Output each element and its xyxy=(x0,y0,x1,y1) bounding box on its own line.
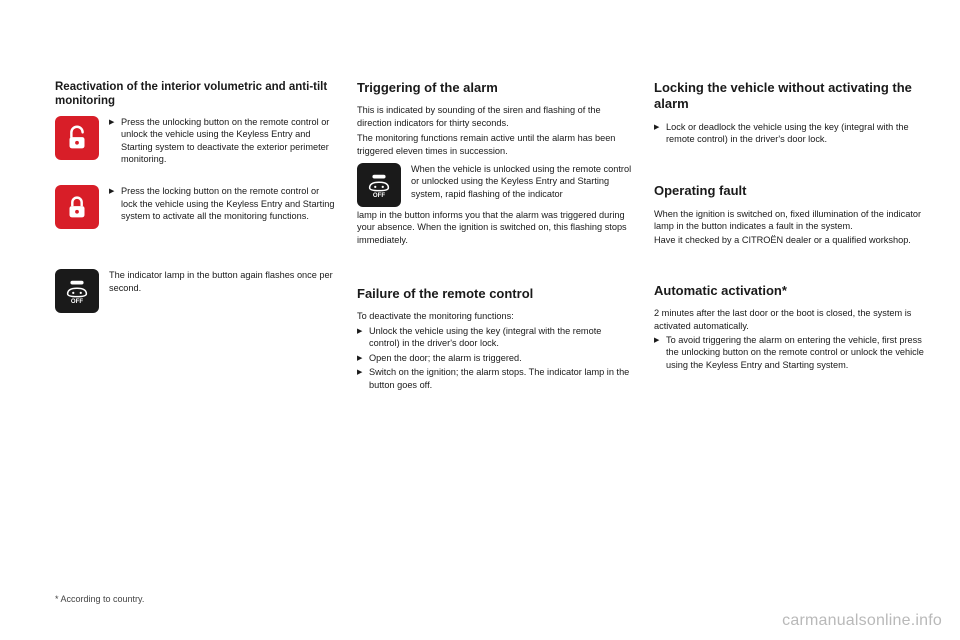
lock-instruction-text: Press the locking button on the remote c… xyxy=(109,185,335,229)
unlock-instruction-text: Press the unlocking button on the remote… xyxy=(109,116,335,168)
operating-fault-section: Operating fault When the ignition is swi… xyxy=(654,183,929,247)
svg-text:OFF: OFF xyxy=(373,192,385,199)
unlock-instruction: Press the unlocking button on the remote… xyxy=(109,116,335,166)
col1-heading: Reactivation of the interior volumetric … xyxy=(55,80,335,109)
triggering-p1: This is indicated by sounding of the sir… xyxy=(357,104,632,129)
failure-step-1: Unlock the vehicle using the key (integr… xyxy=(357,325,632,350)
auto-activation-p: 2 minutes after the last door or the boo… xyxy=(654,307,929,332)
failure-section: Failure of the remote control To deactiv… xyxy=(357,286,632,393)
operating-fault-p2: Have it checked by a CITROËN dealer or a… xyxy=(654,234,929,246)
triggering-heading: Triggering of the alarm xyxy=(357,80,632,96)
indicator-text-wrap: The indicator lamp in the button again f… xyxy=(109,269,335,313)
operating-fault-heading: Operating fault xyxy=(654,183,929,199)
lock-instruction-row: Press the locking button on the remote c… xyxy=(55,185,335,229)
lock-icon xyxy=(55,185,99,229)
lock-instruction: Press the locking button on the remote c… xyxy=(109,185,335,222)
triggering-p3: lamp in the button informs you that the … xyxy=(357,209,632,246)
svg-text:OFF: OFF xyxy=(71,299,83,306)
off-indicator-icon: OFF xyxy=(55,269,99,313)
column-3: Locking the vehicle without activating t… xyxy=(654,80,929,415)
triggering-icon-text: When the vehicle is unlocked using the r… xyxy=(411,163,632,207)
column-1: Reactivation of the interior volumetric … xyxy=(55,80,335,415)
lock-without-alarm-step: Lock or deadlock the vehicle using the k… xyxy=(654,121,929,146)
failure-step-2: Open the door; the alarm is triggered. xyxy=(357,352,632,364)
unlock-instruction-row: Press the unlocking button on the remote… xyxy=(55,116,335,168)
failure-step-3: Switch on the ignition; the alarm stops.… xyxy=(357,366,632,391)
indicator-row: OFF The indicator lamp in the button aga… xyxy=(55,269,335,313)
auto-activation-section: Automatic activation* 2 minutes after th… xyxy=(654,283,929,373)
failure-intro: To deactivate the monitoring functions: xyxy=(357,310,632,322)
failure-heading: Failure of the remote control xyxy=(357,286,632,302)
triggering-block-icon: When the vehicle is unlocked using the r… xyxy=(411,163,632,200)
off-indicator-icon-2: OFF xyxy=(357,163,401,207)
lock-without-alarm-heading: Locking the vehicle without activating t… xyxy=(654,80,929,113)
auto-activation-heading: Automatic activation* xyxy=(654,283,929,299)
triggering-section: Triggering of the alarm This is indicate… xyxy=(357,80,632,246)
page-content: Reactivation of the interior volumetric … xyxy=(0,0,960,435)
operating-fault-p1: When the ignition is switched on, fixed … xyxy=(654,208,929,233)
triggering-icon-row: OFF When the vehicle is unlocked using t… xyxy=(357,163,632,207)
watermark: carmanualsonline.info xyxy=(782,612,942,630)
triggering-p2: The monitoring functions remain active u… xyxy=(357,132,632,157)
indicator-text: The indicator lamp in the button again f… xyxy=(109,269,335,294)
footnote: * According to country. xyxy=(55,594,144,604)
unlock-icon xyxy=(55,116,99,160)
lock-without-alarm-section: Locking the vehicle without activating t… xyxy=(654,80,929,147)
column-2: Triggering of the alarm This is indicate… xyxy=(357,80,632,415)
auto-activation-step: To avoid triggering the alarm on enterin… xyxy=(654,334,929,371)
